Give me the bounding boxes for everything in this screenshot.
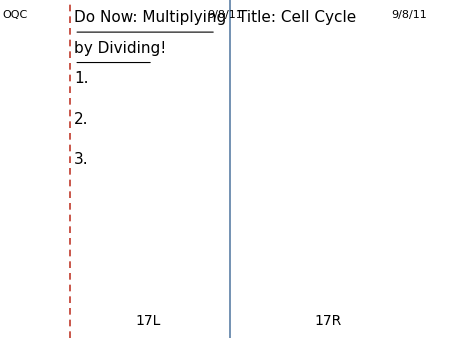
Text: 9/8/11: 9/8/11	[207, 10, 243, 20]
Text: OQC: OQC	[2, 10, 27, 20]
Text: 17R: 17R	[315, 314, 342, 328]
Text: 17L: 17L	[136, 314, 161, 328]
Text: 9/8/11: 9/8/11	[392, 10, 428, 20]
Text: Do Now: Multiplying: Do Now: Multiplying	[74, 10, 226, 25]
Text: Title: Cell Cycle: Title: Cell Cycle	[238, 10, 357, 25]
Text: 2.: 2.	[74, 112, 89, 126]
Text: by Dividing!: by Dividing!	[74, 41, 166, 55]
Text: 3.: 3.	[74, 152, 89, 167]
Text: 1.: 1.	[74, 71, 89, 86]
